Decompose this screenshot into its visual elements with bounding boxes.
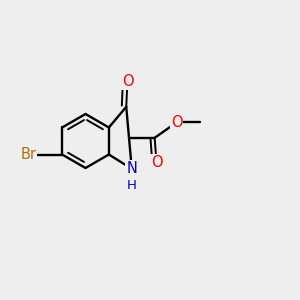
Text: O: O — [122, 74, 133, 89]
Text: Br: Br — [20, 147, 37, 162]
Text: O: O — [171, 115, 183, 130]
Text: H: H — [127, 179, 137, 192]
Text: N: N — [126, 161, 137, 176]
Text: O: O — [151, 154, 162, 169]
